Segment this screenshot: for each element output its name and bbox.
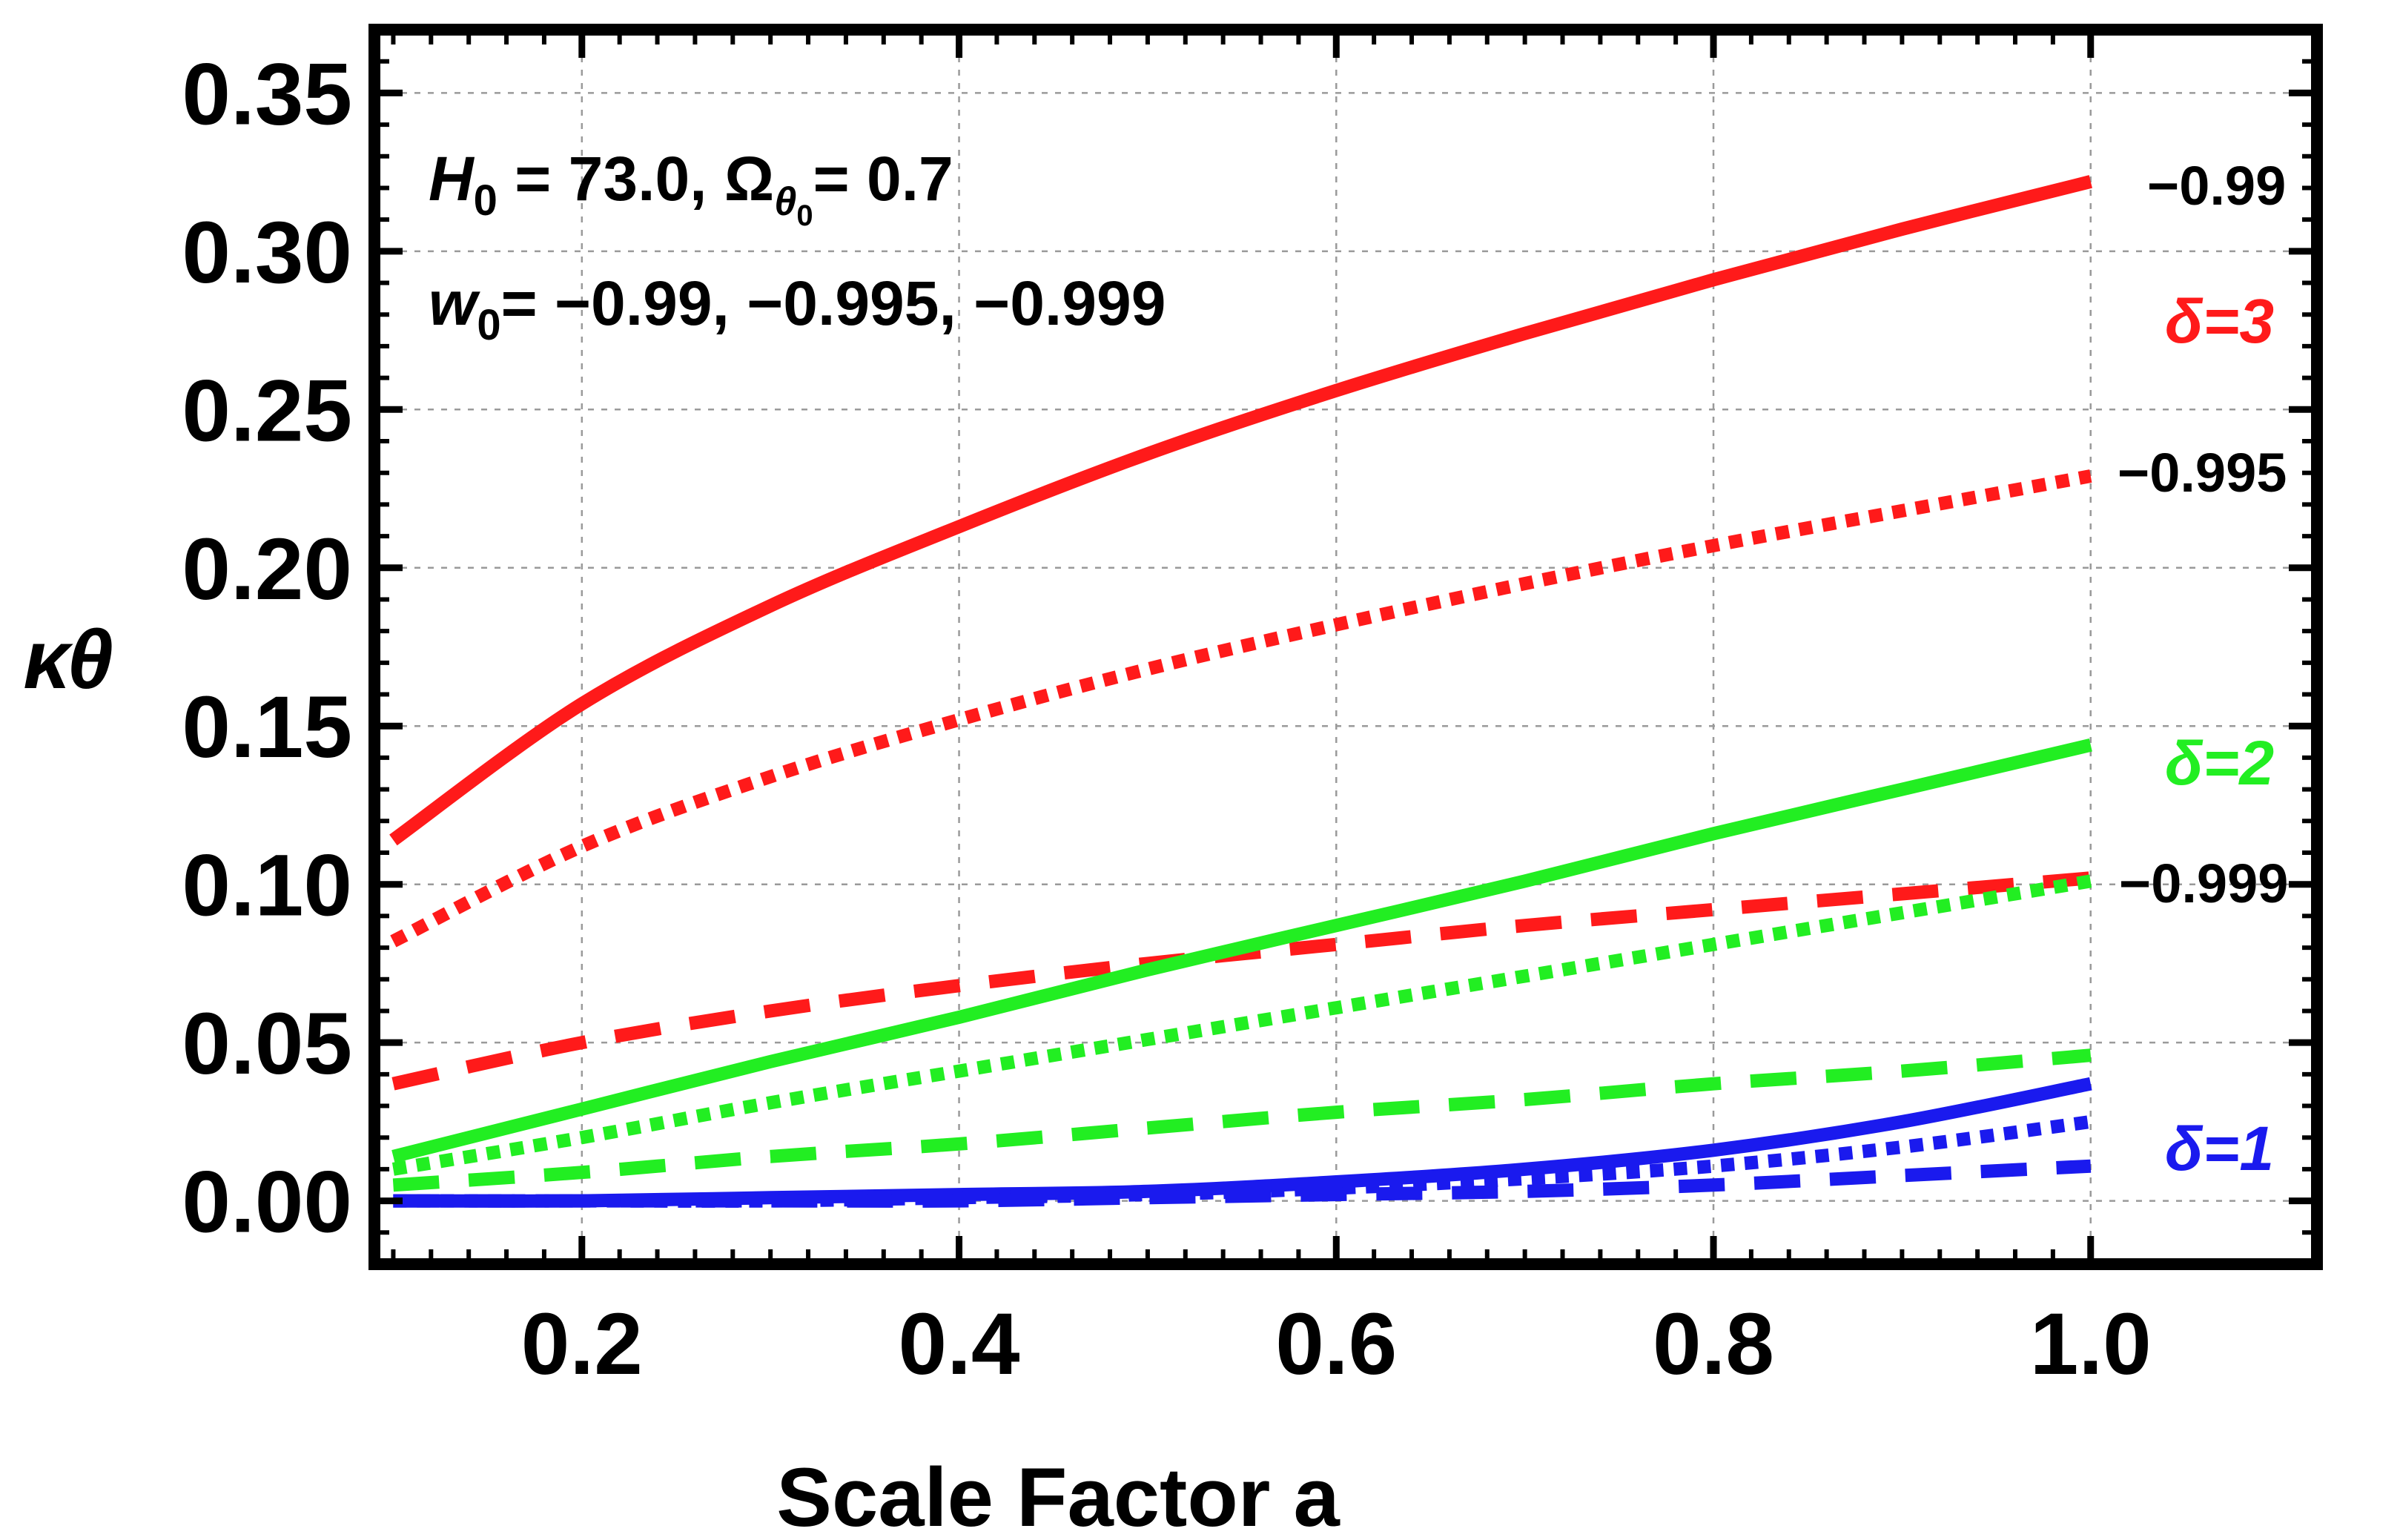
y-tick-label: 0.10 (182, 837, 352, 935)
series-line-8 (393, 1159, 2092, 1208)
annotation-h-subscript: 0 (474, 176, 497, 225)
series-line-5 (392, 1048, 2092, 1192)
annotation-w-symbol: w (429, 268, 480, 338)
w-label-0999: −0.999 (2119, 853, 2288, 914)
y-tick-label: 0.35 (182, 45, 352, 143)
x-axis-title: Scale Factor a (776, 1451, 1340, 1540)
annotation-w-subscript: 0 (477, 301, 500, 349)
delta-label-3: δ=3 (2165, 286, 2274, 356)
annotation-line-2: w0= −0.99, −0.995, −0.999 (429, 268, 1166, 349)
x-tick-label: 0.8 (1653, 1295, 1774, 1393)
annotation-line-1: H0 = 73.0, Ωθ0= 0.7 (429, 144, 953, 232)
x-tick-label: 0.2 (521, 1295, 643, 1393)
y-tick-label: 0.25 (182, 362, 352, 460)
annotation-omega-subscript: θ (774, 179, 796, 224)
x-tick-label: 1.0 (2030, 1295, 2152, 1393)
ticks: 0.2 0.4 0.6 0.8 1.0 0.00 0.05 0.10 0.15 0.20 0.25 0… (182, 30, 2317, 1393)
series-line-4 (391, 874, 2092, 1176)
series-line-3 (391, 738, 2092, 1163)
y-tick-label: 0.30 (182, 204, 352, 302)
y-tick-label: 0.05 (182, 995, 352, 1093)
x-tick-label: 0.4 (899, 1295, 1020, 1393)
w-label-099: −0.99 (2147, 155, 2286, 217)
y-axis-title: κθ (23, 613, 113, 706)
y-tick-label: 0.00 (182, 1154, 352, 1252)
y-tick-label: 0.20 (182, 521, 352, 618)
annotation-omega-symbol: Ω (724, 144, 774, 214)
series-group (389, 175, 2093, 1208)
series-line-0 (389, 175, 2093, 846)
annotation-omega-subsubscript: 0 (796, 199, 813, 232)
delta-label-2: δ=2 (2165, 728, 2274, 798)
w-label-0995: −0.995 (2118, 442, 2287, 503)
plot-frame (368, 24, 2323, 1270)
annotation-omega-value: = 0.7 (813, 144, 953, 214)
annotation-h-symbol: H (429, 144, 475, 214)
y-tick-label: 0.15 (182, 678, 352, 776)
x-tick-label: 0.6 (1275, 1295, 1397, 1393)
annotation-w-value: = −0.99, −0.995, −0.999 (501, 268, 1166, 338)
annotation-h-value: = 73.0, (497, 144, 724, 214)
delta-label-1: δ=1 (2165, 1114, 2274, 1183)
series-line-1 (390, 469, 2092, 948)
